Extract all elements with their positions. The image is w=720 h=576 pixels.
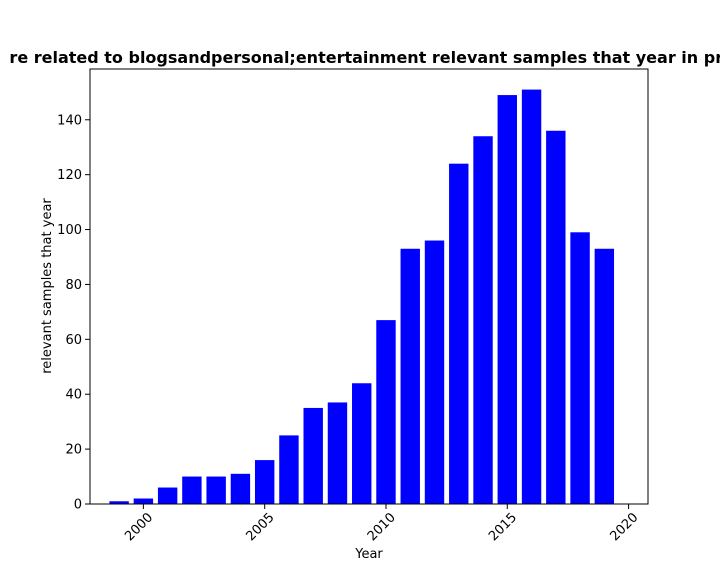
bar-2018 bbox=[570, 232, 590, 505]
bar-2009 bbox=[352, 383, 372, 504]
x-axis-ticks: 2000 2005 2010 2015 2020 bbox=[122, 504, 641, 544]
bar-2004 bbox=[230, 473, 251, 504]
chart-title: re related to blogsandpersonal;entertain… bbox=[9, 48, 720, 67]
bar-2012 bbox=[424, 240, 445, 504]
y-tick-label: 0 bbox=[74, 498, 82, 513]
bar-2001 bbox=[157, 487, 178, 504]
bar-2016 bbox=[521, 89, 542, 505]
x-tick-label: 2020 bbox=[607, 510, 641, 544]
bar-2015 bbox=[497, 95, 517, 504]
bar-2013 bbox=[449, 163, 469, 504]
bar-2006 bbox=[279, 435, 299, 504]
bar-2010 bbox=[376, 320, 396, 504]
bars-group bbox=[109, 89, 615, 505]
bar-2019 bbox=[594, 248, 615, 504]
bar-2002 bbox=[182, 476, 202, 504]
x-tick-label: 2010 bbox=[365, 510, 399, 544]
bar-2014 bbox=[473, 136, 493, 504]
x-tick-label: 2000 bbox=[122, 510, 156, 544]
y-tick-label: 40 bbox=[65, 388, 82, 403]
y-tick-label: 80 bbox=[65, 278, 82, 293]
bar-1999 bbox=[109, 501, 129, 504]
y-tick-label: 120 bbox=[57, 168, 82, 183]
x-tick-label: 2015 bbox=[486, 510, 520, 544]
bar-2008 bbox=[327, 402, 348, 504]
bar-2011 bbox=[400, 248, 420, 504]
y-tick-label: 100 bbox=[57, 223, 82, 238]
y-tick-label: 60 bbox=[65, 333, 82, 348]
bar-2005 bbox=[254, 460, 275, 504]
bar-2003 bbox=[206, 476, 226, 504]
bar-2017 bbox=[546, 130, 566, 504]
bar-2000 bbox=[133, 498, 154, 504]
plot-frame bbox=[89, 68, 649, 505]
y-tick-label: 20 bbox=[65, 443, 82, 458]
y-axis-ticks: 0 20 40 60 80 100 120 140 bbox=[57, 113, 90, 513]
x-tick-label: 2005 bbox=[243, 510, 277, 544]
y-tick-label: 140 bbox=[57, 113, 82, 128]
x-axis-label: Year bbox=[354, 547, 383, 562]
y-axis-label: relevant samples that year bbox=[40, 198, 55, 374]
bar-2007 bbox=[303, 407, 323, 504]
